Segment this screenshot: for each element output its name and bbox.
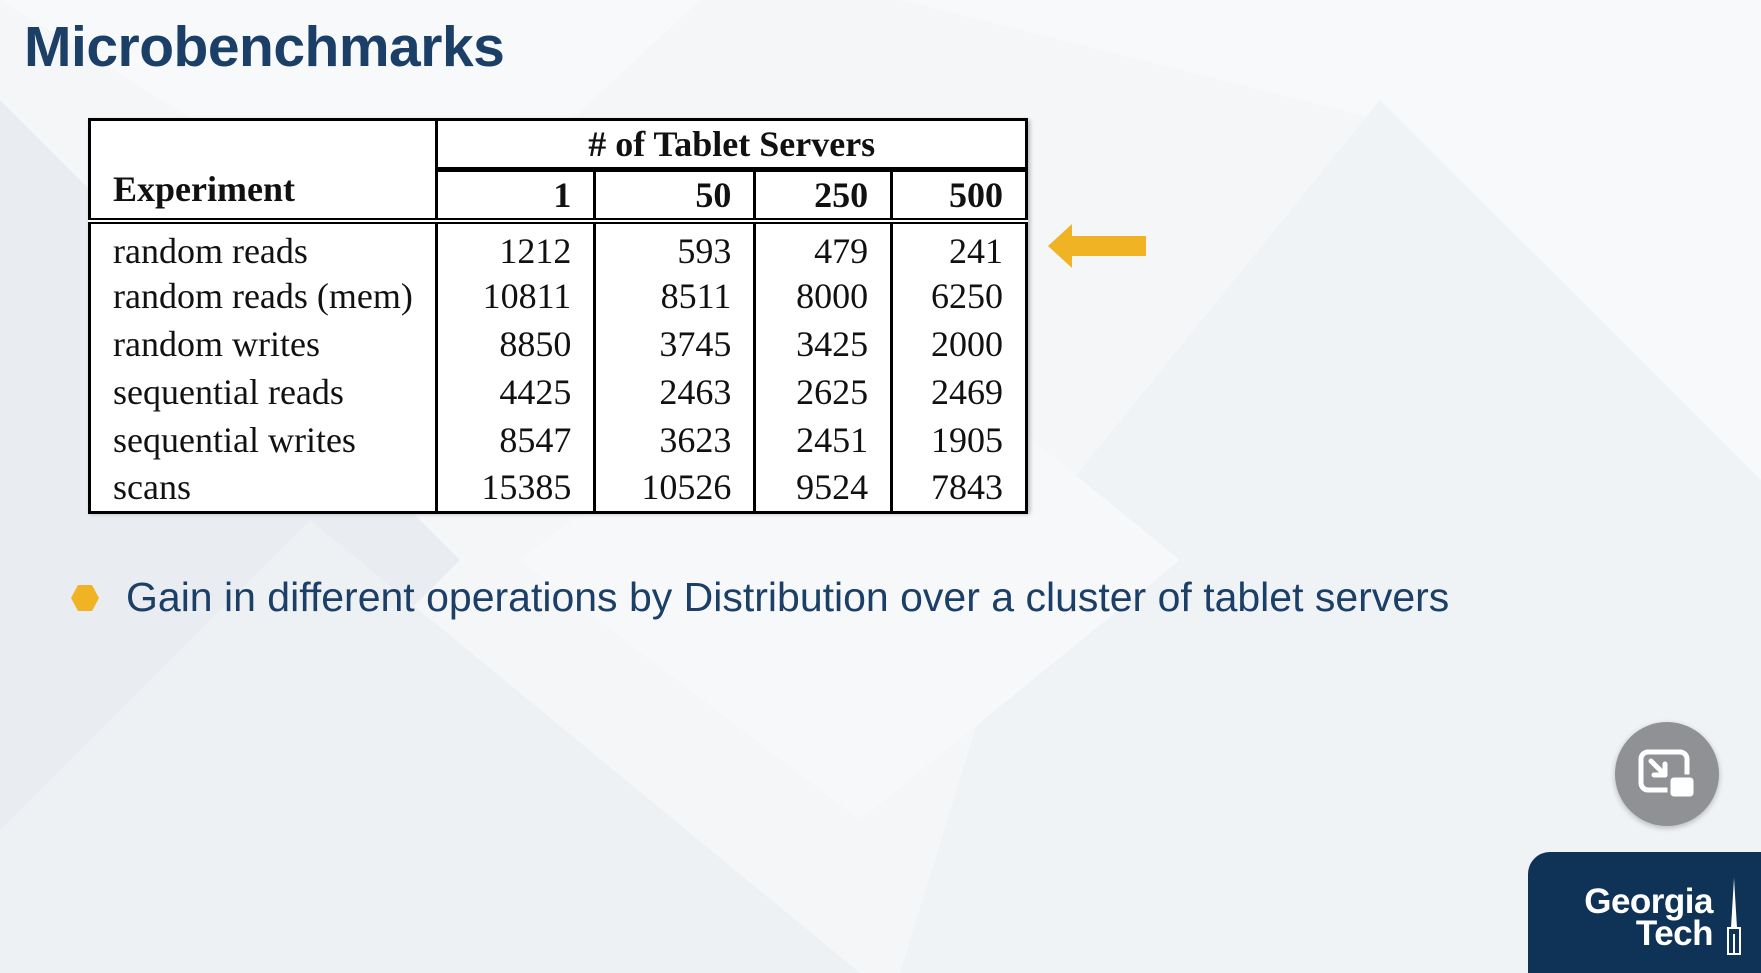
table-cell: 3425	[753, 320, 892, 368]
column-header: 1	[435, 169, 595, 224]
exit-picture-in-picture-icon	[1638, 749, 1697, 800]
experiment-name: random writes	[113, 324, 320, 364]
table-cell: 7843	[890, 464, 1027, 512]
table-row: sequential writes 8547 3623 2451 1905	[90, 416, 1027, 464]
bullet-point: Gain in different operations by Distribu…	[70, 574, 1449, 621]
table-cell: 593	[593, 221, 755, 272]
table-cell: 241	[890, 221, 1027, 272]
table-cell: 10526	[593, 464, 755, 512]
georgia-tech-logo: Georgia Tech	[1528, 852, 1761, 973]
exit-picture-in-picture-button[interactable]	[1615, 722, 1719, 826]
column-header: 250	[753, 169, 892, 224]
table-cell: 2000	[890, 320, 1027, 368]
table-cell: 2463	[593, 368, 755, 416]
table-cell: 3623	[593, 416, 755, 464]
table-cell: 8511	[593, 272, 755, 320]
table-row: random reads 1212 593 479 241	[90, 221, 1027, 272]
table-cell: 15385	[435, 464, 595, 512]
table-cell: 2469	[890, 368, 1027, 416]
table-cell: 1905	[890, 416, 1027, 464]
logo-line-tech: Tech	[1635, 914, 1714, 953]
slide-title: Microbenchmarks	[24, 15, 505, 79]
table-cell: 8000	[753, 272, 892, 320]
table-cell: 6250	[890, 272, 1027, 320]
table-cell: 479	[753, 221, 892, 272]
table-row: random reads (mem) 10811 8511 8000 6250	[90, 272, 1027, 320]
experiment-name: sequential reads	[113, 372, 344, 412]
experiment-name: random reads (mem)	[113, 276, 413, 316]
bullet-text: Gain in different operations by Distribu…	[126, 574, 1450, 620]
table-row: random writes 8850 3745 3425 2000	[90, 320, 1027, 368]
table-cell: 1212	[435, 221, 595, 272]
table-cell: 2451	[753, 416, 892, 464]
experiment-name: sequential writes	[113, 420, 356, 460]
table-cell: 4425	[435, 368, 595, 416]
table-cell: 10811	[435, 272, 595, 320]
table-cell: 3745	[593, 320, 755, 368]
column-header: 500	[890, 169, 1027, 224]
experiment-header: Experiment	[89, 119, 437, 224]
table-row: scans 15385 10526 9524 7843	[90, 464, 1027, 512]
hexagon-bullet-icon	[71, 584, 99, 611]
table-cell: 9524	[753, 464, 892, 512]
left-arrow-icon	[1048, 224, 1146, 268]
tablet-servers-header: # of Tablet Servers	[435, 119, 1027, 172]
logo-line-georgia: Georgia	[1584, 882, 1713, 921]
table-row: sequential reads 4425 2463 2625 2469	[90, 368, 1027, 416]
logo-text: Georgia Tech	[1584, 882, 1714, 953]
tech-tower-icon	[1727, 878, 1741, 955]
table-cell: 2625	[753, 368, 892, 416]
experiment-name: scans	[113, 467, 191, 508]
benchmark-table: Experiment # of Tablet Servers 1 50 250 …	[88, 118, 1028, 514]
benchmark-table-image: Experiment # of Tablet Servers 1 50 250 …	[88, 118, 1028, 514]
table-cell: 8850	[435, 320, 595, 368]
column-header: 50	[593, 169, 755, 224]
table-cell: 8547	[435, 416, 595, 464]
experiment-name: random reads	[113, 231, 308, 271]
